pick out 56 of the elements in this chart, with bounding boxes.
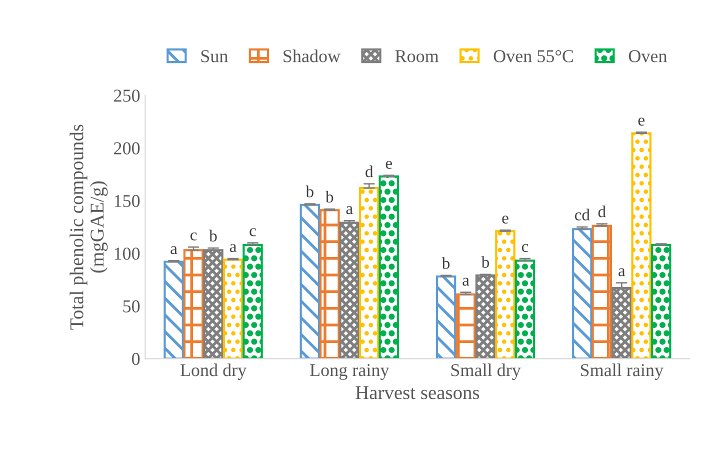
data-label: c [522, 244, 528, 252]
data-label: e [386, 160, 392, 169]
bar [592, 224, 612, 359]
bar [495, 230, 516, 359]
data-label: e [502, 216, 508, 224]
data-label: a [618, 268, 626, 276]
bar [572, 228, 592, 359]
data-label: d [366, 166, 374, 178]
bar [300, 204, 320, 359]
bar [339, 222, 360, 359]
bar [612, 287, 632, 359]
bar [650, 244, 672, 359]
data-label: a [346, 206, 353, 214]
bar [222, 258, 244, 359]
legend-label: Sun [201, 50, 228, 62]
data-label: e [638, 118, 644, 126]
bar [359, 186, 380, 359]
bar [183, 249, 204, 359]
x-tick-label: Long rainy [310, 364, 390, 380]
data-label: a [462, 278, 470, 286]
data-label: c [190, 232, 197, 240]
legend-label: Oven [628, 50, 667, 62]
bar [320, 209, 340, 359]
x-axis-title: Harvest seasons [356, 386, 480, 400]
data-label: d [598, 206, 606, 218]
bar [203, 249, 224, 359]
y-axis-title: Total phenolic compounds (mgGAE/g) [70, 124, 108, 330]
x-tick-label: Small dry [451, 364, 521, 380]
y-tick-label: 200 [114, 142, 140, 154]
bar [436, 275, 456, 359]
data-label: b [481, 256, 490, 268]
bar [456, 293, 476, 359]
x-tick-label: Small rainy [580, 364, 664, 380]
data-label: b [209, 230, 217, 242]
legend-label: Shadow [284, 50, 340, 62]
y-tick-label: 250 [114, 90, 140, 102]
y-tick-label: 50 [123, 300, 140, 312]
data-label: a [170, 246, 178, 254]
data-label: cd [574, 208, 590, 220]
data-label: a [230, 244, 236, 252]
legend-label: Oven 55°C [494, 50, 573, 62]
bar [164, 260, 184, 359]
data-label: b [442, 257, 450, 269]
bar [242, 244, 263, 359]
y-tick-label: 150 [114, 194, 140, 208]
bar [514, 260, 536, 359]
bar [631, 132, 652, 359]
data-label: c [250, 228, 256, 236]
y-tick-label: 0 [132, 352, 140, 366]
y-tick-label: 100 [114, 248, 140, 260]
data-label: b [306, 186, 314, 198]
bar [378, 175, 399, 359]
bar [475, 274, 496, 359]
legend-label: Room [395, 50, 439, 62]
x-tick-label: Lond dry [180, 364, 247, 380]
data-label: b [325, 190, 334, 203]
